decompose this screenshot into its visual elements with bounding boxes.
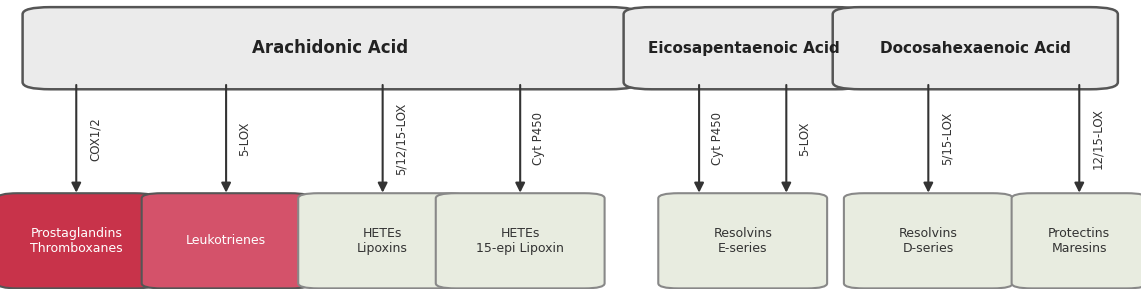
Text: Cyt P450: Cyt P450 xyxy=(711,112,725,165)
Text: Arachidonic Acid: Arachidonic Acid xyxy=(252,39,408,57)
FancyBboxPatch shape xyxy=(298,193,467,288)
Text: Leukotrienes: Leukotrienes xyxy=(186,234,266,247)
Text: Eicosapentaenoic Acid: Eicosapentaenoic Acid xyxy=(648,41,840,56)
FancyBboxPatch shape xyxy=(436,193,605,288)
Text: 5/15-LOX: 5/15-LOX xyxy=(940,112,954,166)
FancyBboxPatch shape xyxy=(1012,193,1141,288)
Text: Protectins
Maresins: Protectins Maresins xyxy=(1049,227,1110,255)
Text: Cyt P450: Cyt P450 xyxy=(533,112,545,165)
Text: Resolvins
D-series: Resolvins D-series xyxy=(899,227,957,255)
Text: 12/15-LOX: 12/15-LOX xyxy=(1092,108,1104,169)
FancyBboxPatch shape xyxy=(624,7,864,89)
Text: HETEs
Lipoxins: HETEs Lipoxins xyxy=(357,227,408,255)
FancyBboxPatch shape xyxy=(141,193,310,288)
Text: Docosahexaenoic Acid: Docosahexaenoic Acid xyxy=(880,41,1070,56)
Text: Prostaglandins
Thromboxanes: Prostaglandins Thromboxanes xyxy=(30,227,122,255)
FancyBboxPatch shape xyxy=(833,7,1118,89)
Text: 5/12/15-LOX: 5/12/15-LOX xyxy=(395,103,408,175)
Text: HETEs
15-epi Lipoxin: HETEs 15-epi Lipoxin xyxy=(476,227,564,255)
Text: 5-LOX: 5-LOX xyxy=(238,122,251,156)
Text: Resolvins
E-series: Resolvins E-series xyxy=(713,227,772,255)
FancyBboxPatch shape xyxy=(844,193,1013,288)
FancyBboxPatch shape xyxy=(658,193,827,288)
FancyBboxPatch shape xyxy=(0,193,155,288)
Text: COX1/2: COX1/2 xyxy=(89,117,102,161)
Text: 5-LOX: 5-LOX xyxy=(799,122,811,156)
FancyBboxPatch shape xyxy=(23,7,638,89)
